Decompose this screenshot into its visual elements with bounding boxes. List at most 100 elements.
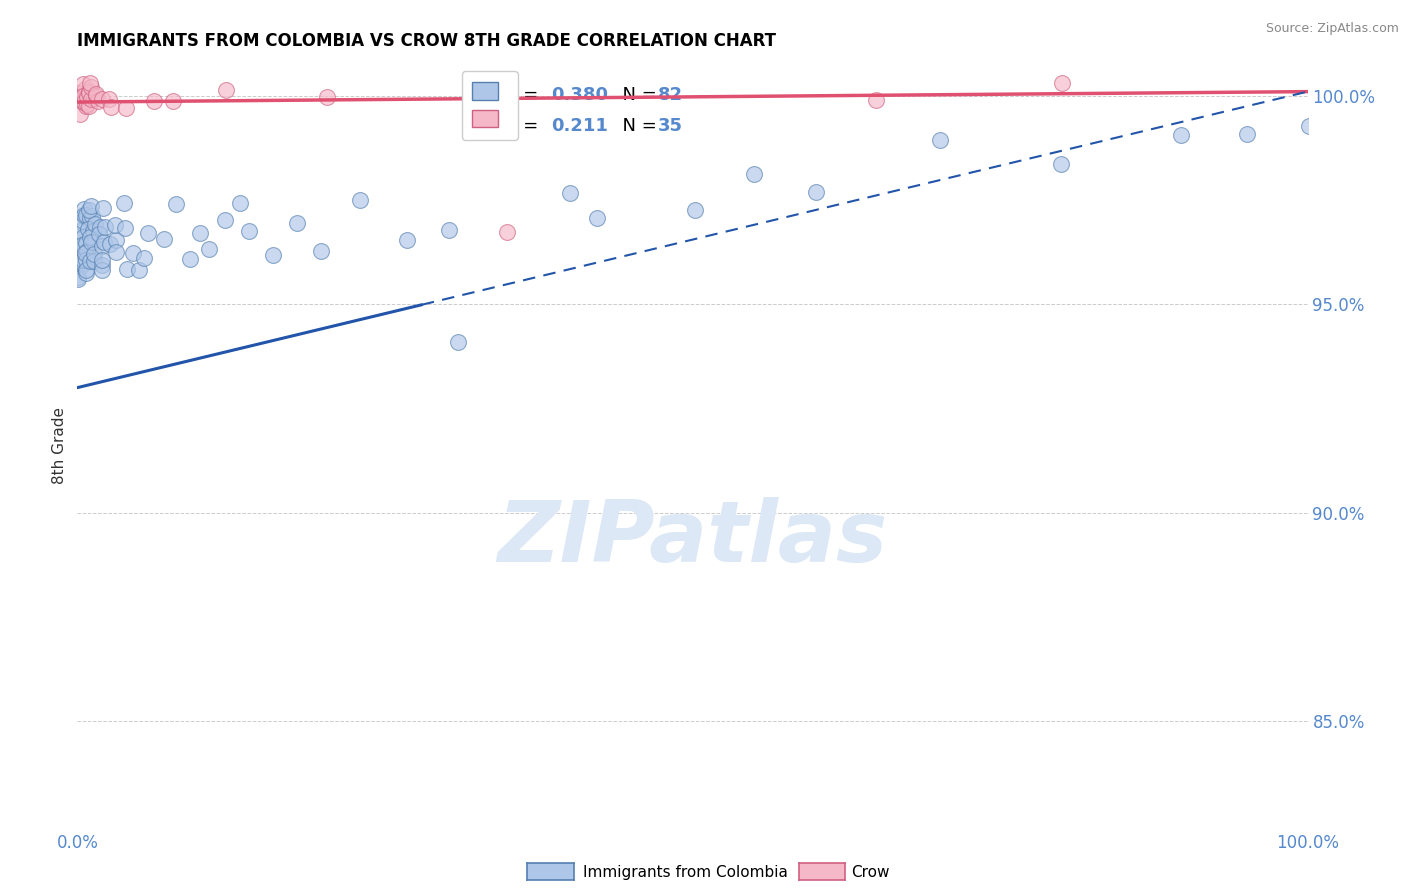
Point [495,225,517,239]
Point [91,239,114,253]
Point [75,266,97,280]
Point [75,209,97,223]
Point [134,252,156,266]
Point [70,254,93,268]
Point [86,94,108,108]
Point [75,252,97,267]
Point [100,100,122,114]
Point [83,91,105,105]
Point [70,232,93,246]
Point [98,237,121,252]
Point [142,94,165,108]
Point [79,230,101,244]
Point [69,259,91,273]
Text: R =: R = [506,86,544,103]
Point [928,133,950,147]
Point [179,252,201,267]
Point [89,219,111,234]
Point [70,237,93,252]
Point [82,224,104,238]
Text: 35: 35 [658,117,683,135]
Point [238,224,260,238]
Point [104,218,127,232]
Point [865,93,887,107]
Point [90,263,112,277]
Text: N =: N = [612,117,662,135]
Point [112,196,135,211]
Legend: , : , [461,71,517,140]
Point [66,272,89,286]
Point [75,91,97,105]
Point [80,199,103,213]
Point [80,92,103,106]
Point [70,255,93,269]
Point [1050,157,1073,171]
Point [114,220,136,235]
Point [82,209,104,223]
Point [229,196,252,211]
Point [72,77,94,91]
Point [66,269,89,284]
Point [198,242,221,256]
Point [558,186,581,201]
Point [84,87,107,101]
Point [77,86,100,100]
Point [804,186,827,200]
Point [94,219,117,234]
Point [77,84,100,98]
Point [153,232,176,246]
Point [66,86,89,100]
Point [75,263,97,277]
Point [315,90,337,104]
Point [115,101,138,115]
Y-axis label: 8th Grade: 8th Grade [52,408,67,484]
Point [79,76,101,90]
Point [311,244,333,259]
Point [349,193,371,207]
Point [72,91,94,105]
Point [122,246,145,260]
Point [83,247,105,261]
Point [83,217,105,231]
Text: Source: ZipAtlas.com: Source: ZipAtlas.com [1265,22,1399,36]
Point [83,254,105,268]
Point [69,215,91,229]
Text: N =: N = [612,86,662,103]
Point [285,216,308,230]
Text: ZIPatlas: ZIPatlas [498,497,887,580]
Point [104,233,127,247]
Point [80,80,103,95]
Point [73,81,96,95]
Point [683,202,706,217]
Point [70,94,93,108]
Text: Immigrants from Colombia: Immigrants from Colombia [583,865,789,880]
Point [72,256,94,270]
Point [72,89,94,103]
Point [447,334,470,349]
Text: IMMIGRANTS FROM COLOMBIA VS CROW 8TH GRADE CORRELATION CHART: IMMIGRANTS FROM COLOMBIA VS CROW 8TH GRA… [77,32,776,50]
Point [72,230,94,244]
Point [396,234,419,248]
Point [72,88,94,103]
Point [115,262,138,277]
Point [104,245,127,260]
Point [91,252,114,267]
Point [90,258,112,272]
Point [79,253,101,268]
Point [214,213,236,227]
Point [138,226,160,240]
Point [69,224,91,238]
Text: 0.211: 0.211 [551,117,607,135]
Point [93,235,115,250]
Point [72,253,94,268]
Point [585,211,607,226]
Text: R =: R = [506,117,550,135]
Point [72,95,94,109]
Point [215,83,238,97]
Point [1298,119,1320,133]
Point [76,244,98,258]
Point [76,90,98,104]
Point [1236,127,1258,141]
Point [128,263,150,277]
Point [75,246,97,260]
